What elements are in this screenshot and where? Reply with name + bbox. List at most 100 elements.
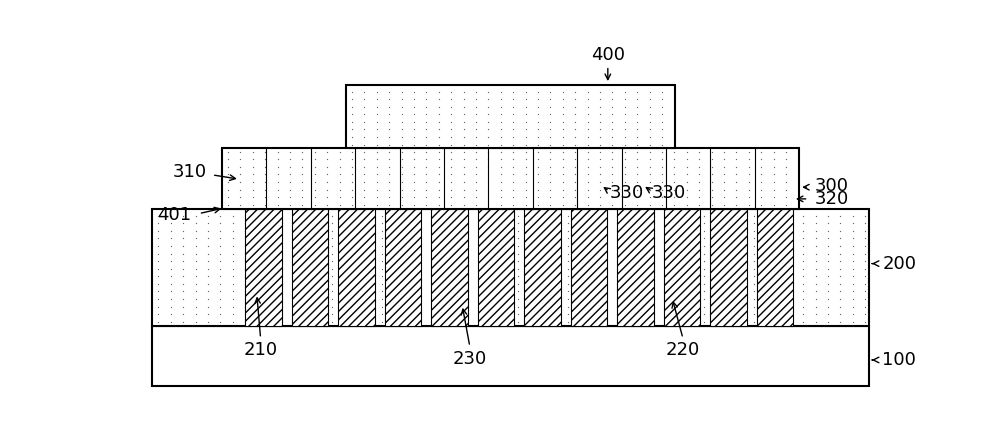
Point	[175, 212, 191, 219]
Point	[349, 273, 365, 280]
Point	[498, 250, 514, 257]
Point	[857, 242, 873, 249]
Point	[369, 171, 385, 178]
Point	[299, 265, 315, 272]
Point	[505, 103, 521, 110]
Point	[733, 250, 749, 257]
Point	[485, 295, 501, 303]
Point	[431, 171, 447, 178]
Point	[604, 186, 620, 193]
Point	[584, 242, 600, 249]
Point	[659, 220, 675, 227]
Point	[555, 186, 571, 193]
Point	[659, 235, 675, 242]
Point	[758, 265, 774, 272]
Point	[572, 220, 588, 227]
Point	[406, 178, 422, 186]
Point	[468, 171, 484, 178]
Point	[374, 265, 390, 272]
Point	[163, 295, 179, 303]
Point	[150, 212, 166, 219]
Point	[584, 311, 600, 318]
Point	[262, 228, 278, 235]
Point	[580, 126, 596, 133]
Point	[746, 250, 762, 257]
Point	[175, 257, 191, 265]
Point	[188, 318, 204, 325]
Point	[845, 318, 861, 325]
Point	[163, 212, 179, 219]
Point	[188, 273, 204, 280]
Point	[758, 257, 774, 265]
Point	[518, 118, 534, 125]
Point	[312, 257, 328, 265]
Point	[498, 311, 514, 318]
Point	[398, 228, 414, 235]
Point	[150, 318, 166, 325]
Point	[691, 156, 707, 163]
Point	[542, 126, 558, 133]
Point	[634, 288, 650, 295]
Point	[845, 295, 861, 303]
Point	[294, 201, 310, 208]
Point	[498, 212, 514, 219]
Point	[485, 228, 501, 235]
Point	[262, 235, 278, 242]
Point	[597, 235, 613, 242]
Point	[369, 96, 385, 103]
Point	[468, 148, 484, 155]
Point	[274, 311, 290, 318]
Point	[617, 133, 633, 140]
Point	[518, 156, 534, 163]
Point	[307, 194, 323, 201]
Point	[212, 235, 228, 242]
Point	[530, 178, 546, 186]
Point	[307, 148, 323, 155]
Point	[708, 212, 724, 219]
Point	[845, 280, 861, 287]
Point	[394, 201, 410, 208]
Point	[629, 148, 645, 155]
Point	[708, 280, 724, 287]
Point	[671, 212, 687, 219]
Point	[510, 257, 526, 265]
Point	[857, 280, 873, 287]
Point	[696, 212, 712, 219]
Point	[344, 148, 360, 155]
Point	[245, 186, 261, 193]
Point	[671, 250, 687, 257]
Point	[808, 228, 824, 235]
Point	[381, 111, 397, 118]
Point	[555, 133, 571, 140]
Point	[733, 273, 749, 280]
Point	[485, 212, 501, 219]
Point	[418, 126, 434, 133]
Point	[418, 171, 434, 178]
Text: 330: 330	[609, 184, 644, 202]
Point	[778, 178, 794, 186]
Point	[468, 96, 484, 103]
Point	[262, 212, 278, 219]
Point	[808, 303, 824, 310]
Point	[361, 242, 377, 249]
Point	[684, 318, 700, 325]
Point	[361, 212, 377, 219]
Point	[250, 242, 266, 249]
Point	[369, 178, 385, 186]
Point	[845, 212, 861, 219]
Point	[629, 118, 645, 125]
Point	[505, 133, 521, 140]
Point	[262, 280, 278, 287]
Point	[336, 212, 352, 219]
Point	[443, 186, 459, 193]
Point	[733, 303, 749, 310]
Point	[188, 257, 204, 265]
Point	[356, 111, 372, 118]
Point	[299, 311, 315, 318]
Point	[629, 178, 645, 186]
Point	[597, 212, 613, 219]
Point	[518, 111, 534, 118]
Point	[679, 156, 695, 163]
Point	[436, 228, 452, 235]
Point	[728, 194, 744, 201]
